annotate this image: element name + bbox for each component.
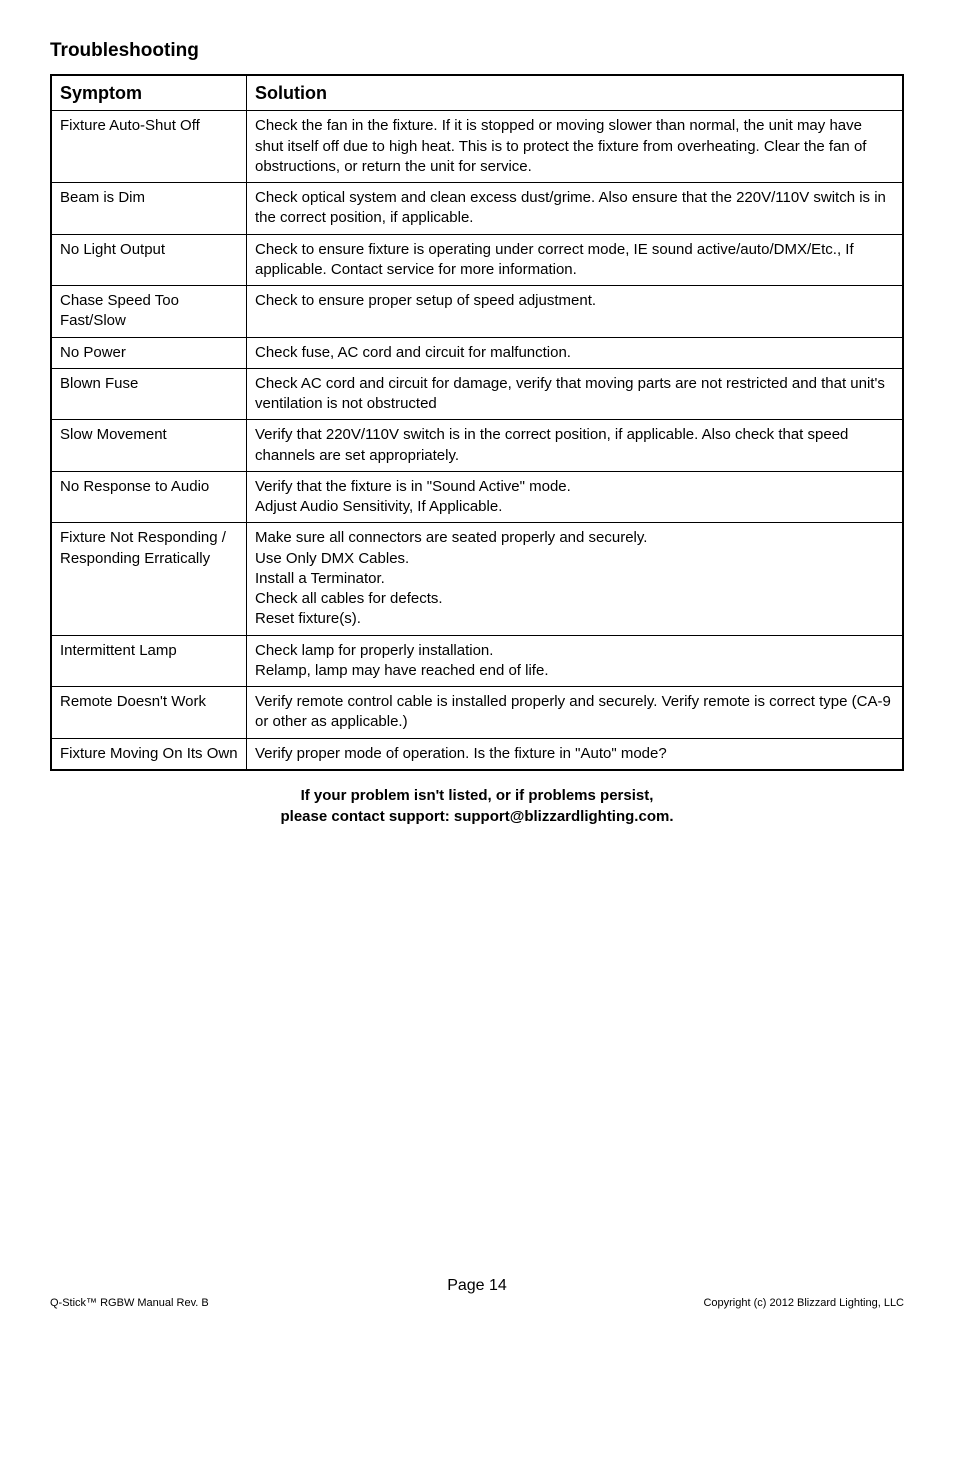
cell-symptom: Remote Doesn't Work [51, 687, 247, 739]
cell-symptom: Beam is Dim [51, 183, 247, 235]
cell-symptom: Fixture Auto-Shut Off [51, 111, 247, 183]
cell-symptom: No Power [51, 337, 247, 368]
table-row: No Response to Audio Verify that the fix… [51, 471, 903, 523]
footer-note: If your problem isn't listed, or if prob… [50, 785, 904, 827]
table-row: Fixture Moving On Its Own Verify proper … [51, 738, 903, 770]
header-solution: Solution [247, 75, 904, 111]
troubleshooting-table: Symptom Solution Fixture Auto-Shut Off C… [50, 74, 904, 771]
table-row: No Light Output Check to ensure fixture … [51, 234, 903, 286]
footer-line2: please contact support: support@blizzard… [281, 808, 674, 825]
cell-symptom: Fixture Moving On Its Own [51, 738, 247, 770]
table-row: Fixture Not Responding / Responding Erra… [51, 523, 903, 635]
cell-solution: Verify that 220V/110V switch is in the c… [247, 420, 904, 472]
cell-solution: Make sure all connectors are seated prop… [247, 523, 904, 635]
footer-left: Q-Stick™ RGBW Manual Rev. B [50, 1297, 209, 1309]
cell-symptom: Intermittent Lamp [51, 635, 247, 687]
cell-symptom: No Light Output [51, 234, 247, 286]
cell-solution: Verify proper mode of operation. Is the … [247, 738, 904, 770]
cell-solution: Check optical system and clean excess du… [247, 183, 904, 235]
footer-line1: If your problem isn't listed, or if prob… [301, 787, 654, 804]
table-row: Chase Speed Too Fast/Slow Check to ensur… [51, 286, 903, 338]
cell-solution: Check lamp for properly installation.Rel… [247, 635, 904, 687]
table-row: Slow Movement Verify that 220V/110V swit… [51, 420, 903, 472]
page-footer: Page 14 Q-Stick™ RGBW Manual Rev. B Copy… [50, 1277, 904, 1309]
table-row: Fixture Auto-Shut Off Check the fan in t… [51, 111, 903, 183]
header-symptom: Symptom [51, 75, 247, 111]
cell-solution: Check to ensure fixture is operating und… [247, 234, 904, 286]
cell-solution: Check fuse, AC cord and circuit for malf… [247, 337, 904, 368]
cell-symptom: No Response to Audio [51, 471, 247, 523]
cell-symptom: Chase Speed Too Fast/Slow [51, 286, 247, 338]
footer-right: Copyright (c) 2012 Blizzard Lighting, LL… [703, 1297, 904, 1309]
table-row: No Power Check fuse, AC cord and circuit… [51, 337, 903, 368]
table-row: Intermittent Lamp Check lamp for properl… [51, 635, 903, 687]
page-number: Page 14 [50, 1277, 904, 1295]
cell-solution: Check to ensure proper setup of speed ad… [247, 286, 904, 338]
cell-solution: Check AC cord and circuit for damage, ve… [247, 368, 904, 420]
cell-symptom: Blown Fuse [51, 368, 247, 420]
cell-solution: Check the fan in the fixture. If it is s… [247, 111, 904, 183]
page-title: Troubleshooting [50, 40, 904, 62]
table-row: Beam is Dim Check optical system and cle… [51, 183, 903, 235]
table-row: Blown Fuse Check AC cord and circuit for… [51, 368, 903, 420]
table-row: Remote Doesn't Work Verify remote contro… [51, 687, 903, 739]
table-header-row: Symptom Solution [51, 75, 903, 111]
cell-symptom: Slow Movement [51, 420, 247, 472]
cell-symptom: Fixture Not Responding / Responding Erra… [51, 523, 247, 635]
cell-solution: Verify remote control cable is installed… [247, 687, 904, 739]
cell-solution: Verify that the fixture is in "Sound Act… [247, 471, 904, 523]
